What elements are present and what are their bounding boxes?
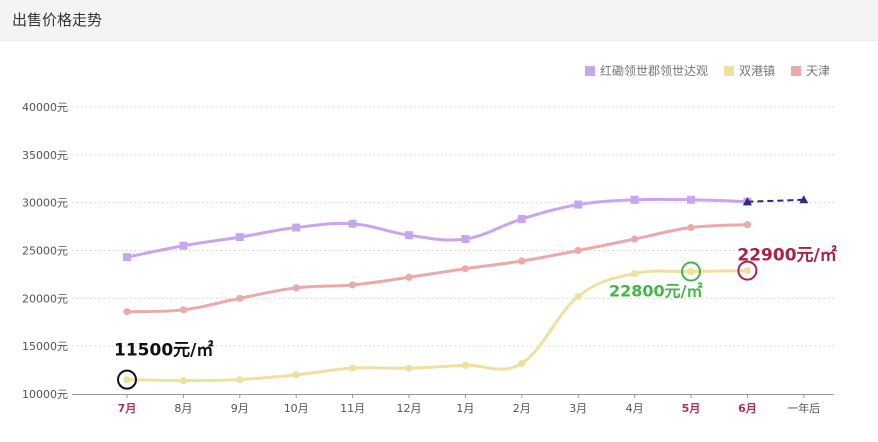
annotation-label: 22900元/㎡: [737, 245, 836, 266]
data-point: [349, 364, 357, 372]
data-point: [574, 246, 582, 255]
data-point: [518, 359, 526, 367]
x-tick-label: 2月: [513, 402, 531, 415]
x-tick-label: 9月: [231, 402, 249, 415]
x-tick-label: 10月: [284, 402, 309, 415]
series-line-2: [125, 223, 749, 314]
annotation-circle: [681, 261, 701, 282]
y-tick-label: 30000元: [22, 197, 68, 210]
y-tick-label: 20000元: [22, 292, 68, 305]
x-tick-label: 12月: [397, 402, 422, 415]
forecast-marker: [799, 195, 809, 204]
data-point: [574, 200, 583, 209]
x-tick-label: 1月: [456, 402, 474, 415]
data-point: [292, 371, 300, 379]
data-point: [405, 231, 413, 240]
x-tick-label: 11月: [340, 402, 365, 415]
data-point: [405, 273, 413, 281]
data-point: [235, 233, 244, 242]
x-tick-label: 8月: [174, 402, 192, 415]
data-point: [461, 265, 469, 273]
data-point: [518, 257, 526, 265]
data-point: [743, 266, 752, 275]
data-point: [123, 308, 131, 316]
data-point: [405, 364, 413, 372]
data-point: [236, 294, 244, 302]
series-line-0: [125, 197, 749, 259]
x-tick-label: 一年后: [787, 401, 820, 415]
legend-swatch: [585, 66, 595, 76]
x-tick-label: 3月: [569, 402, 587, 415]
annotation-circle: [737, 260, 758, 281]
data-point: [349, 281, 357, 289]
data-point: [292, 284, 300, 292]
data-point: [687, 195, 695, 204]
y-tick-label: 15000元: [22, 340, 68, 353]
data-point: [292, 223, 301, 232]
y-tick-label: 40000元: [22, 101, 68, 114]
legend-label: 红磡领世郡领世达观: [600, 63, 708, 78]
data-point: [630, 195, 639, 204]
x-tick-label: 4月: [626, 402, 644, 415]
legend-label: 双港镇: [739, 64, 775, 78]
data-point: [179, 241, 188, 250]
data-point: [631, 235, 639, 243]
card-title: 出售价格走势: [12, 11, 103, 29]
forecast-line: [747, 198, 804, 203]
annotation-circle: [117, 369, 137, 390]
x-tick-label: 5月: [682, 402, 701, 415]
data-point: [687, 223, 695, 232]
data-point: [123, 253, 131, 262]
data-point: [236, 376, 244, 384]
data-point: [631, 269, 639, 278]
data-point: [179, 377, 187, 385]
data-point: [461, 235, 470, 244]
data-point: [123, 376, 131, 384]
y-tick-label: 35000元: [22, 149, 68, 162]
forecast-marker: [742, 197, 752, 206]
data-point: [461, 361, 469, 369]
card-header: 出售价格走势: [0, 0, 878, 41]
x-tick-label: 6月: [738, 402, 757, 415]
legend-label: 天津: [806, 64, 830, 78]
y-tick-label: 25000元: [22, 245, 68, 258]
data-point: [179, 306, 187, 314]
legend-swatch: [791, 66, 801, 76]
legend-swatch: [724, 66, 734, 76]
annotation-label: 11500元/㎡: [114, 340, 213, 361]
data-point: [517, 214, 526, 223]
data-point: [687, 267, 695, 276]
annotation-label: 22800元/㎡: [609, 282, 703, 301]
data-point: [574, 292, 582, 301]
data-point: [348, 219, 357, 228]
x-tick-label: 7月: [118, 402, 137, 415]
data-point: [743, 221, 752, 229]
y-tick-label: 10000元: [22, 388, 68, 401]
